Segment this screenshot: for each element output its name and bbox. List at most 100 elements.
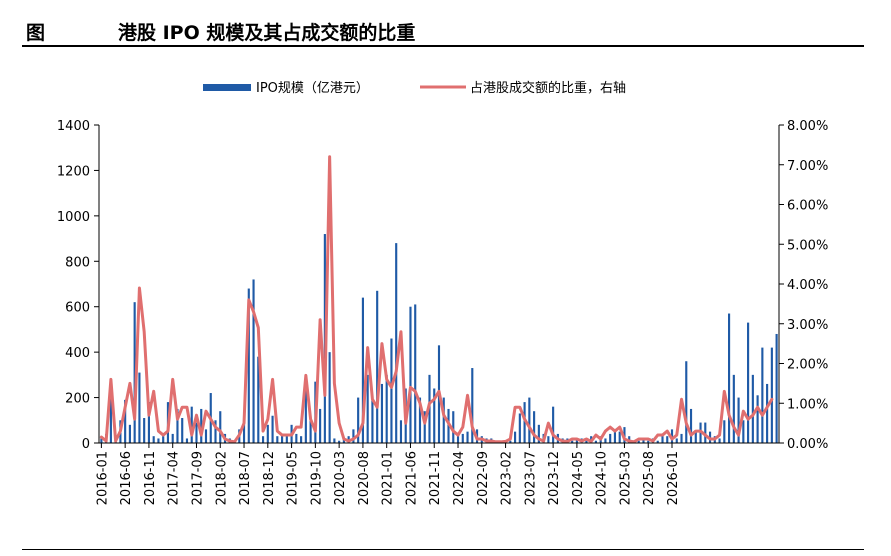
bar — [300, 436, 303, 443]
bar — [304, 374, 307, 443]
y-right-tick-label: 4.00% — [787, 278, 828, 293]
x-tick-label: 2023-07 — [523, 451, 538, 505]
bar — [333, 438, 336, 443]
bar — [466, 431, 469, 443]
bar — [471, 368, 474, 443]
bar — [552, 406, 555, 443]
bar — [285, 433, 288, 443]
x-tick-label: 2018-07 — [238, 451, 253, 505]
y-left-tick-label: 400 — [65, 346, 90, 361]
bar — [418, 397, 422, 443]
legend-label-line: 占港股成交额的比重，右轴 — [470, 80, 626, 96]
bar — [756, 395, 759, 443]
x-tick-label: 2020-08 — [357, 451, 372, 505]
legend-swatch-bar — [203, 84, 251, 91]
bar — [728, 313, 731, 443]
x-tick-label: 2018-12 — [262, 451, 277, 505]
bar — [190, 406, 193, 443]
bar — [143, 418, 146, 443]
x-tick-label: 2018-02 — [214, 451, 229, 505]
bar — [261, 436, 265, 443]
bar — [176, 408, 179, 443]
bar — [742, 420, 745, 443]
chart-title: 港股 IPO 规模及其占成交额的比重 — [118, 22, 416, 44]
bar — [252, 279, 255, 443]
bottom-divider — [22, 549, 864, 550]
bar — [647, 440, 650, 443]
bar — [138, 372, 141, 443]
bar — [276, 436, 279, 443]
bar — [452, 411, 455, 443]
bar — [442, 397, 445, 443]
x-tick-label: 2021-01 — [381, 451, 396, 505]
bar — [523, 402, 526, 443]
y-left-tick-label: 600 — [65, 301, 90, 316]
bar — [295, 433, 298, 443]
bar — [661, 433, 664, 443]
bar — [571, 440, 574, 443]
bar — [604, 438, 607, 443]
bar — [380, 383, 384, 443]
x-tick-label: 2019-05 — [286, 451, 301, 505]
y-right-tick-label: 2.00% — [787, 358, 828, 373]
bar — [371, 397, 374, 443]
bar — [766, 383, 769, 443]
x-tick-label: 2025-03 — [618, 451, 633, 505]
bar — [514, 431, 517, 443]
y-right-tick-label: 1.00% — [787, 397, 828, 412]
bar — [613, 429, 617, 443]
bar — [666, 436, 669, 443]
bar — [128, 424, 131, 443]
x-tick-label: 2019-10 — [309, 451, 324, 505]
bar — [185, 438, 189, 443]
bar — [309, 420, 312, 443]
bar — [680, 433, 683, 443]
bar — [723, 420, 726, 443]
chart-legend: IPO规模（亿港元） 占港股成交额的比重，右轴 — [203, 80, 626, 96]
bar — [694, 431, 697, 443]
bar — [751, 374, 754, 443]
bar — [214, 420, 217, 443]
bar — [770, 347, 773, 443]
y-left-tick-label: 200 — [65, 392, 90, 407]
bar — [257, 356, 260, 443]
bar — [461, 433, 464, 443]
bar — [385, 374, 388, 443]
bar — [328, 352, 331, 443]
figure-label: 图 — [26, 22, 46, 44]
bar — [547, 436, 550, 443]
y-left-tick-label: 1400 — [57, 119, 90, 134]
bar — [409, 306, 412, 443]
x-tick-label: 2022-09 — [476, 451, 491, 505]
x-tick-label: 2017-04 — [167, 451, 182, 505]
bar — [675, 438, 678, 443]
bar — [594, 440, 597, 443]
y-right-tick-label: 8.00% — [787, 119, 828, 134]
bar — [152, 436, 155, 443]
bar — [685, 361, 688, 443]
bar — [737, 397, 740, 443]
bar — [133, 302, 136, 443]
x-tick-label: 2017-09 — [190, 451, 205, 505]
bar — [433, 388, 436, 443]
bar — [338, 440, 341, 443]
bar — [414, 304, 417, 443]
bar — [609, 433, 612, 443]
bar — [147, 402, 150, 443]
bar — [775, 333, 778, 443]
chart-axes: 0 200 400 600 800 1000 1200 1400 0.00% 1.00% 2.00%… — [57, 119, 828, 505]
bar — [528, 397, 531, 443]
bar — [342, 438, 345, 443]
bar — [423, 411, 426, 443]
x-tick-label: 2016-06 — [119, 451, 134, 505]
bar-series — [100, 234, 778, 443]
y-left-tick-label: 1200 — [57, 164, 90, 179]
x-tick-label: 2026-01 — [666, 451, 681, 505]
y-right-tick-label: 7.00% — [787, 159, 828, 174]
bar — [266, 424, 269, 443]
x-tick-label: 2022-04 — [452, 451, 467, 505]
bar — [124, 399, 127, 443]
x-tick-label: 2023-02 — [500, 451, 515, 505]
